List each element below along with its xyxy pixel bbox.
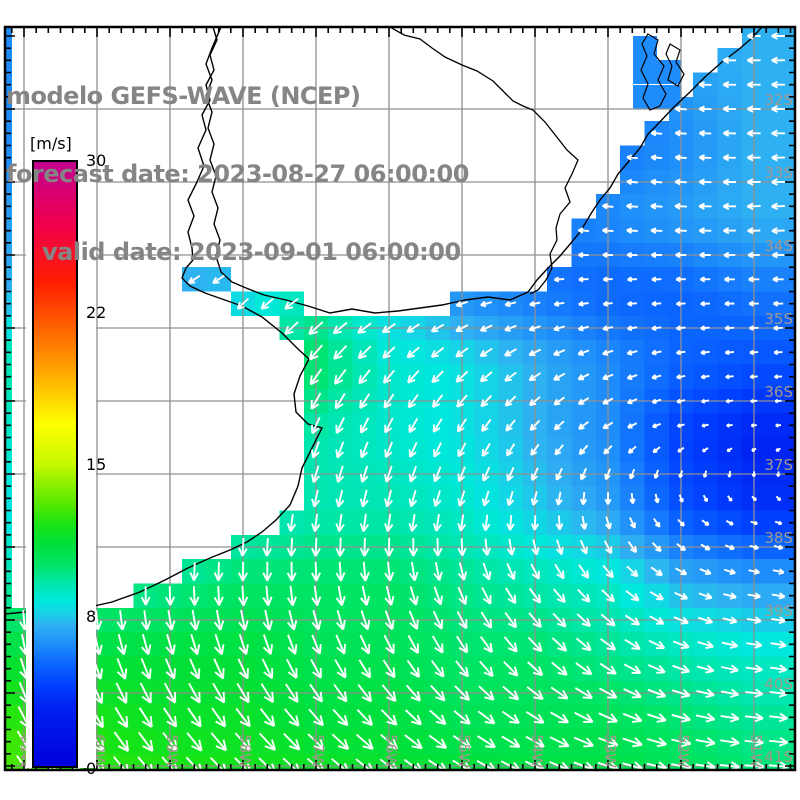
model-title-line: modelo GEFS-WAVE (NCEP): [6, 82, 361, 110]
colorbar-tick-label: 15: [86, 455, 107, 474]
lat-label: 36S: [764, 383, 793, 401]
colorbar-tick-label: 0: [86, 759, 97, 778]
colorbar: [m/s] 30 22 15 8 0: [26, 126, 106, 778]
colorbar-gradient: [32, 160, 78, 768]
map-border: [3, 25, 797, 772]
lat-label: 37S: [764, 456, 793, 474]
lat-label: 41S: [764, 748, 793, 766]
lon-labels: 61W60W59W58W57W56W55W54W53W52W51W: [17, 734, 765, 768]
lon-label: 51W: [747, 734, 765, 768]
lon-label: 56W: [382, 734, 400, 768]
lon-label: 58W: [236, 734, 254, 768]
lon-label: 54W: [528, 734, 546, 768]
lon-label: 52W: [674, 734, 692, 768]
lon-label: 53W: [601, 734, 619, 768]
lat-label: 35S: [764, 310, 793, 328]
lat-label: 33S: [764, 164, 793, 182]
colorbar-tick-label: 22: [86, 303, 107, 322]
lat-labels: 32S 33S 34S 35S 36S 37S 38S 39S 40S 41S: [764, 91, 793, 766]
lat-label: 34S: [764, 237, 793, 255]
forecast-date-line: forecast date: 2023-08-27 06:00:00: [6, 160, 469, 188]
lon-label: 57W: [309, 734, 327, 768]
colorbar-tick-label: 8: [86, 607, 97, 626]
lat-label: 32S: [764, 91, 793, 109]
inland-river: [389, 27, 579, 295]
lon-label: 55W: [455, 734, 473, 768]
lagoon-outline: [640, 33, 685, 111]
lat-label: 38S: [764, 529, 793, 547]
valid-date-line: valid date: 2023-09-01 06:00:00: [42, 238, 461, 266]
map-title: modelo GEFS-WAVE (NCEP) forecast date: 2…: [6, 31, 469, 317]
wind-arrows: [16, 32, 789, 770]
lat-label: 39S: [764, 602, 793, 620]
lat-label: 40S: [764, 675, 793, 693]
axis-ticks: [6, 28, 794, 769]
coastline: [5, 27, 763, 615]
grid-lines: [5, 27, 795, 770]
colorbar-tick-label: 30: [86, 151, 107, 170]
colorbar-unit-label: [m/s]: [30, 134, 72, 153]
lon-label: 59W: [163, 734, 181, 768]
